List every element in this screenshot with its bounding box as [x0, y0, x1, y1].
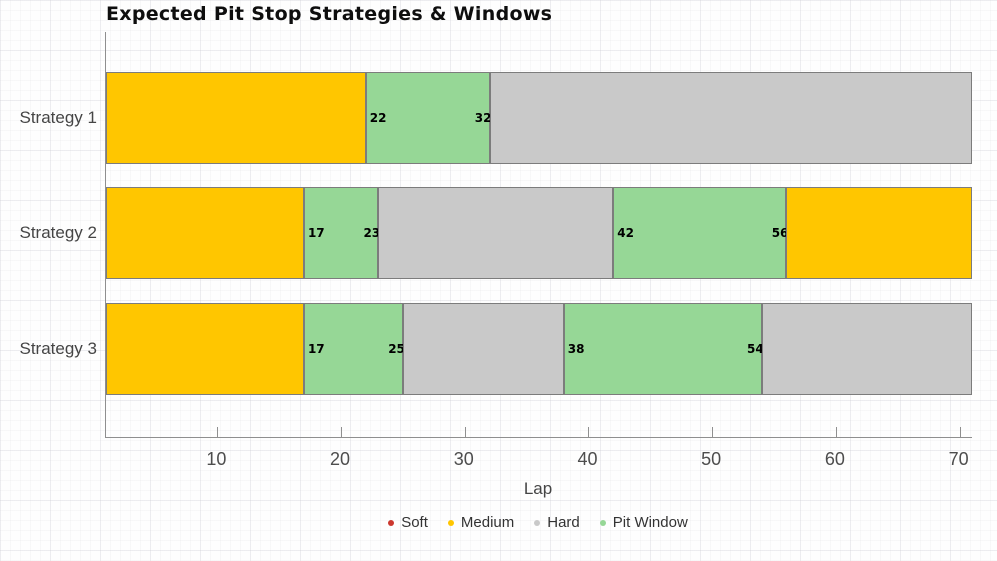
legend-item-pit-window: Pit Window [599, 514, 688, 531]
y-tick-label: Strategy 3 [19, 339, 98, 358]
bar-segment-pit-window: 42 56 [613, 187, 789, 279]
y-tick-label: Strategy 1 [19, 108, 98, 127]
x-tick-mark [217, 427, 219, 437]
bar-row: 17 23 42 56 [106, 187, 972, 279]
x-tick-mark [464, 427, 466, 437]
x-tick-label: 20 [330, 449, 351, 469]
legend-label: Hard [547, 514, 580, 531]
y-tick-label: Strategy 2 [19, 223, 98, 242]
x-tick-mark [341, 427, 343, 437]
x-tick-label: 30 [453, 449, 474, 469]
legend-dot-icon [534, 519, 541, 526]
chart-title: Expected Pit Stop Strategies & Windows [106, 3, 553, 25]
segment-start-label: 38 [567, 342, 585, 356]
x-tick-label: 50 [701, 449, 722, 469]
segment-end-label: 23 [363, 226, 381, 240]
x-tick-label: 60 [824, 449, 845, 469]
bar-segment-hard [761, 303, 972, 395]
bar-row: 17 25 38 54 [106, 303, 972, 395]
legend: Soft Medium Hard Pit Window [105, 514, 971, 531]
x-axis-title: Lap [523, 479, 553, 498]
x-tick-label: 40 [577, 449, 598, 469]
bar-segment-pit-window: 17 23 [303, 187, 381, 279]
bar-segment-hard [402, 303, 564, 395]
bar-segment-pit-window: 17 25 [303, 303, 405, 395]
segment-start-label: 17 [307, 226, 325, 240]
legend-item-hard: Hard [534, 514, 580, 531]
bar-segment-hard [489, 72, 972, 164]
bar-segment-pit-window: 38 54 [563, 303, 764, 395]
legend-label: Soft [401, 514, 428, 531]
x-tick-mark [588, 427, 590, 437]
x-tick-mark [712, 427, 714, 437]
segment-end-label: 56 [771, 226, 789, 240]
segment-end-label: 54 [746, 342, 764, 356]
x-tick-label: 70 [948, 449, 969, 469]
x-tick-mark [835, 427, 837, 437]
x-tick-label: 10 [206, 449, 227, 469]
bar-segment-medium [106, 187, 304, 279]
legend-dot-icon [599, 519, 606, 526]
legend-item-medium: Medium [447, 514, 515, 531]
bar-segment-hard [378, 187, 614, 279]
legend-dot-icon [447, 519, 454, 526]
bar-segment-pit-window: 22 32 [365, 72, 492, 164]
legend-dot-icon [388, 519, 395, 526]
x-tick-mark [959, 427, 961, 437]
legend-item-soft: Soft [388, 514, 428, 531]
legend-label: Pit Window [612, 514, 688, 531]
legend-label: Medium [460, 514, 515, 531]
segment-start-label: 22 [369, 111, 387, 125]
bar-segment-medium [106, 303, 304, 395]
plot-area: 22 32 17 23 42 56 17 25 38 54 [105, 32, 972, 438]
segment-start-label: 42 [617, 226, 634, 240]
bar-segment-medium [106, 72, 366, 164]
bar-segment-medium [786, 187, 972, 279]
segment-start-label: 17 [307, 342, 325, 356]
segment-end-label: 25 [388, 342, 405, 356]
bar-row: 22 32 [106, 72, 972, 164]
segment-end-label: 32 [474, 111, 492, 125]
